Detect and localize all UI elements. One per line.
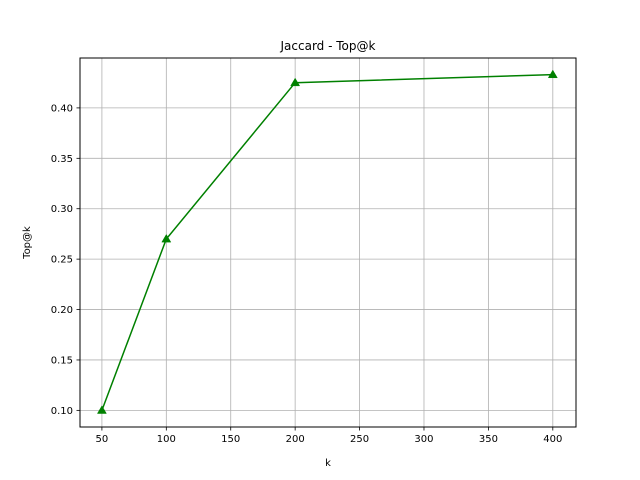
x-tick-label: 350 (479, 434, 498, 445)
x-tick-label: 200 (286, 434, 305, 445)
x-tick-label: 400 (543, 434, 562, 445)
y-tick-label: 0.10 (51, 406, 73, 417)
y-tick-label: 0.25 (51, 255, 73, 266)
data-point-marker (96, 405, 107, 414)
series-group (96, 69, 558, 414)
chart-title: Jaccard - Top@k (280, 39, 376, 53)
y-tick-label: 0.30 (51, 204, 73, 215)
plot-frame (79, 57, 577, 428)
grid (80, 58, 576, 427)
x-tick-label: 50 (96, 434, 109, 445)
series-line (101, 73, 553, 411)
y-tick-label: 0.40 (51, 103, 73, 114)
y-axis-label: Top@k (22, 226, 33, 260)
data-point-marker (161, 233, 172, 243)
x-axis: 50 100 150 200 250 300 350 400 (96, 427, 562, 445)
y-tick-label: 0.35 (51, 154, 73, 165)
x-tick-label: 150 (221, 434, 240, 445)
y-axis: 0.10 0.15 0.20 0.25 0.30 0.35 0.40 (51, 103, 80, 417)
x-axis-label: k (325, 458, 331, 469)
data-point-marker (290, 77, 301, 87)
y-tick-label: 0.15 (51, 355, 73, 366)
data-point-marker (547, 69, 558, 79)
x-tick-label: 250 (350, 434, 369, 445)
x-tick-label: 100 (157, 434, 176, 445)
x-tick-label: 300 (414, 434, 433, 445)
y-tick-label: 0.20 (51, 305, 73, 316)
